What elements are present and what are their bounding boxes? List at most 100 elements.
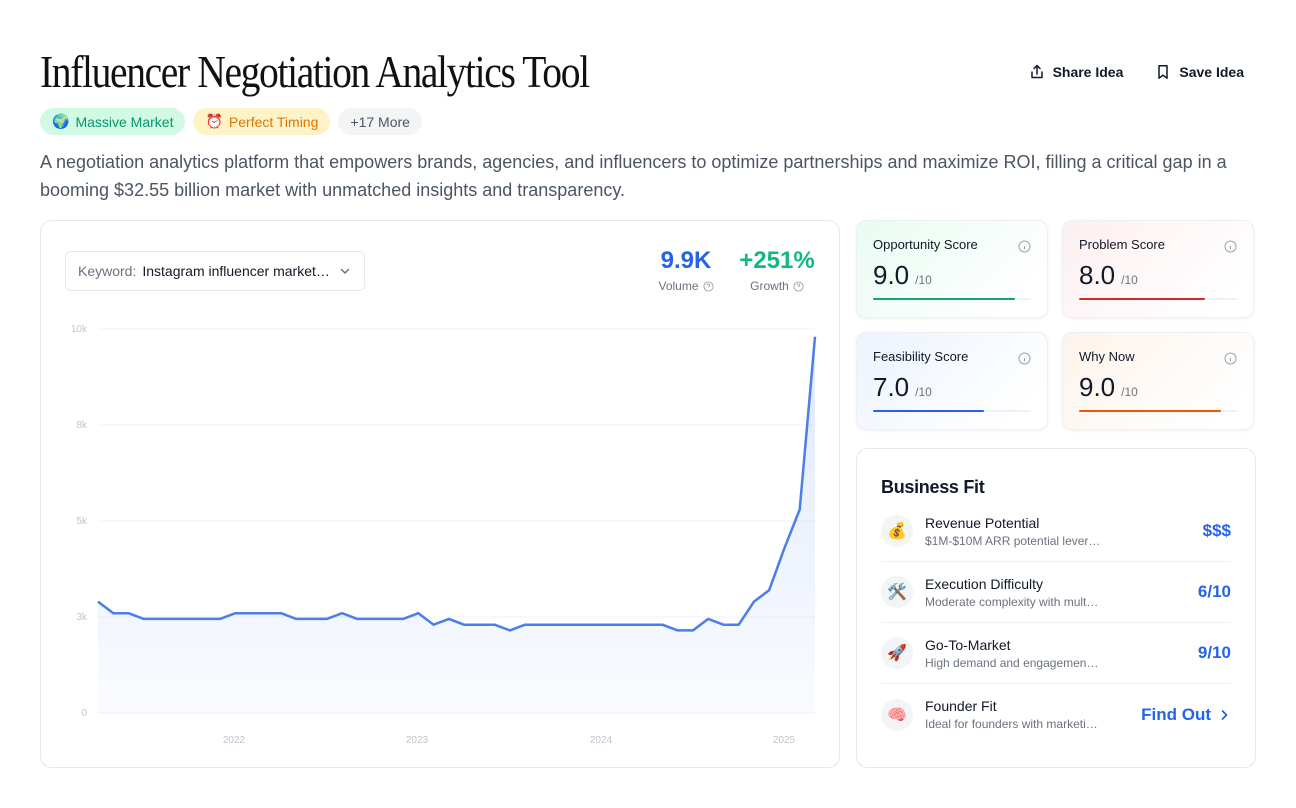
save-idea-label: Save Idea bbox=[1179, 64, 1244, 80]
find-out-link[interactable]: Find Out bbox=[1141, 705, 1231, 725]
data-point[interactable] bbox=[583, 622, 589, 628]
data-point[interactable] bbox=[492, 622, 498, 628]
data-point[interactable] bbox=[400, 616, 406, 622]
score-label: Feasibility Score bbox=[873, 349, 969, 364]
data-point[interactable] bbox=[644, 622, 650, 628]
data-point[interactable] bbox=[705, 616, 711, 622]
score-value: 9.0 bbox=[873, 260, 910, 290]
data-point[interactable] bbox=[797, 506, 803, 512]
data-point[interactable] bbox=[598, 622, 604, 628]
data-point[interactable] bbox=[431, 622, 437, 628]
growth-label-row: Growth bbox=[731, 279, 823, 293]
why-now-card[interactable]: Why Now 9.0/10 bbox=[1062, 332, 1254, 430]
data-point[interactable] bbox=[232, 610, 238, 616]
feasibility-score-card[interactable]: Feasibility Score 7.0/10 bbox=[856, 332, 1048, 430]
row-value: 6/10 bbox=[1197, 582, 1231, 601]
data-point[interactable] bbox=[324, 616, 330, 622]
score-bar bbox=[873, 298, 1031, 300]
more-tags-button[interactable]: +17 More bbox=[338, 108, 422, 135]
help-icon[interactable] bbox=[793, 280, 804, 292]
score-value: 7.0 bbox=[873, 372, 910, 402]
info-icon[interactable] bbox=[1018, 240, 1031, 253]
opportunity-score-card[interactable]: Opportunity Score 9.0/10 bbox=[856, 220, 1048, 318]
data-point[interactable] bbox=[507, 627, 513, 633]
data-point[interactable] bbox=[736, 622, 742, 628]
data-point[interactable] bbox=[446, 616, 452, 622]
clock-icon: ⏰ bbox=[205, 113, 223, 129]
y-tick-label: 8k bbox=[76, 420, 88, 431]
data-point[interactable] bbox=[781, 545, 787, 551]
info-icon[interactable] bbox=[1224, 240, 1237, 253]
data-point[interactable] bbox=[659, 622, 665, 628]
keyword-label: Keyword: bbox=[78, 263, 137, 279]
data-point[interactable] bbox=[110, 610, 116, 616]
search-trend-chart: 10k 8k 5k 3k 0 2022 2023 2024 2025 bbox=[71, 324, 818, 746]
score-max: /10 bbox=[1121, 273, 1138, 287]
data-point[interactable] bbox=[278, 610, 284, 616]
row-description: Ideal for founders with marketing experi… bbox=[925, 717, 1101, 731]
data-point[interactable] bbox=[385, 616, 391, 622]
data-point[interactable] bbox=[766, 587, 772, 593]
tag-massive-market[interactable]: 🌍 Massive Market bbox=[40, 108, 186, 135]
data-point[interactable] bbox=[293, 616, 299, 622]
data-point[interactable] bbox=[202, 616, 208, 622]
help-icon[interactable] bbox=[702, 280, 714, 292]
tag-perfect-timing[interactable]: ⏰ Perfect Timing bbox=[193, 108, 331, 135]
data-point[interactable] bbox=[461, 622, 467, 628]
row-name: Revenue Potential bbox=[925, 514, 1040, 531]
keyword-select[interactable]: Keyword: Instagram influencer marketing bbox=[65, 251, 365, 291]
data-point[interactable] bbox=[415, 610, 421, 616]
data-point[interactable] bbox=[156, 616, 162, 622]
data-point[interactable] bbox=[309, 616, 315, 622]
data-point[interactable] bbox=[370, 616, 376, 622]
trend-chart-card: Keyword: Instagram influencer marketing … bbox=[40, 220, 840, 768]
score-label: Opportunity Score bbox=[873, 237, 978, 252]
data-point[interactable] bbox=[95, 599, 101, 605]
execution-difficulty-row[interactable]: 🛠️ Execution Difficulty Moderate complex… bbox=[881, 562, 1231, 623]
data-point[interactable] bbox=[248, 610, 254, 616]
row-value: 9/10 bbox=[1197, 643, 1231, 662]
score-bar-fill bbox=[873, 298, 1016, 300]
data-point[interactable] bbox=[614, 622, 620, 628]
data-point[interactable] bbox=[141, 616, 147, 622]
data-point[interactable] bbox=[537, 622, 543, 628]
x-tick-label: 2023 bbox=[406, 735, 429, 746]
data-point[interactable] bbox=[751, 599, 757, 605]
data-point[interactable] bbox=[126, 610, 132, 616]
data-point[interactable] bbox=[171, 616, 177, 622]
money-bag-icon: 💰 bbox=[881, 515, 913, 547]
data-point[interactable] bbox=[568, 622, 574, 628]
data-point[interactable] bbox=[476, 622, 482, 628]
data-point[interactable] bbox=[339, 610, 345, 616]
score-label: Why Now bbox=[1079, 349, 1135, 364]
chevron-right-icon bbox=[1221, 709, 1228, 720]
data-point[interactable] bbox=[675, 627, 681, 633]
data-point[interactable] bbox=[629, 622, 635, 628]
info-icon[interactable] bbox=[1018, 352, 1031, 365]
share-idea-button[interactable]: Share Idea bbox=[1029, 60, 1123, 84]
score-bar bbox=[873, 410, 1031, 412]
revenue-potential-row[interactable]: 💰 Revenue Potential $1M-$10M ARR potenti… bbox=[881, 501, 1231, 562]
data-point[interactable] bbox=[522, 622, 528, 628]
data-point[interactable] bbox=[354, 616, 360, 622]
info-icon[interactable] bbox=[1224, 352, 1237, 365]
globe-icon: 🌍 bbox=[52, 113, 70, 129]
score-max: /10 bbox=[915, 273, 932, 287]
volume-label-row: Volume bbox=[641, 279, 731, 293]
series-area bbox=[98, 336, 815, 713]
row-description: High demand and engagement from brands bbox=[925, 655, 1101, 670]
business-fit-card: Business Fit 💰 Revenue Potential $1M-$10… bbox=[856, 448, 1256, 768]
data-point[interactable] bbox=[553, 622, 559, 628]
data-point[interactable] bbox=[812, 334, 818, 340]
data-point[interactable] bbox=[690, 627, 696, 633]
data-point[interactable] bbox=[187, 616, 193, 622]
save-idea-button[interactable]: Save Idea bbox=[1155, 60, 1244, 84]
problem-score-card[interactable]: Problem Score 8.0/10 bbox=[1062, 220, 1254, 318]
row-name: Execution Difficulty bbox=[925, 575, 1044, 592]
data-point[interactable] bbox=[720, 622, 726, 628]
data-point[interactable] bbox=[217, 616, 223, 622]
data-point[interactable] bbox=[263, 610, 269, 616]
founder-fit-row[interactable]: 🧠 Founder Fit Ideal for founders with ma… bbox=[881, 684, 1231, 745]
go-to-market-row[interactable]: 🚀 Go-To-Market High demand and engagemen… bbox=[881, 623, 1231, 684]
volume-value: 9.9K bbox=[660, 247, 712, 274]
